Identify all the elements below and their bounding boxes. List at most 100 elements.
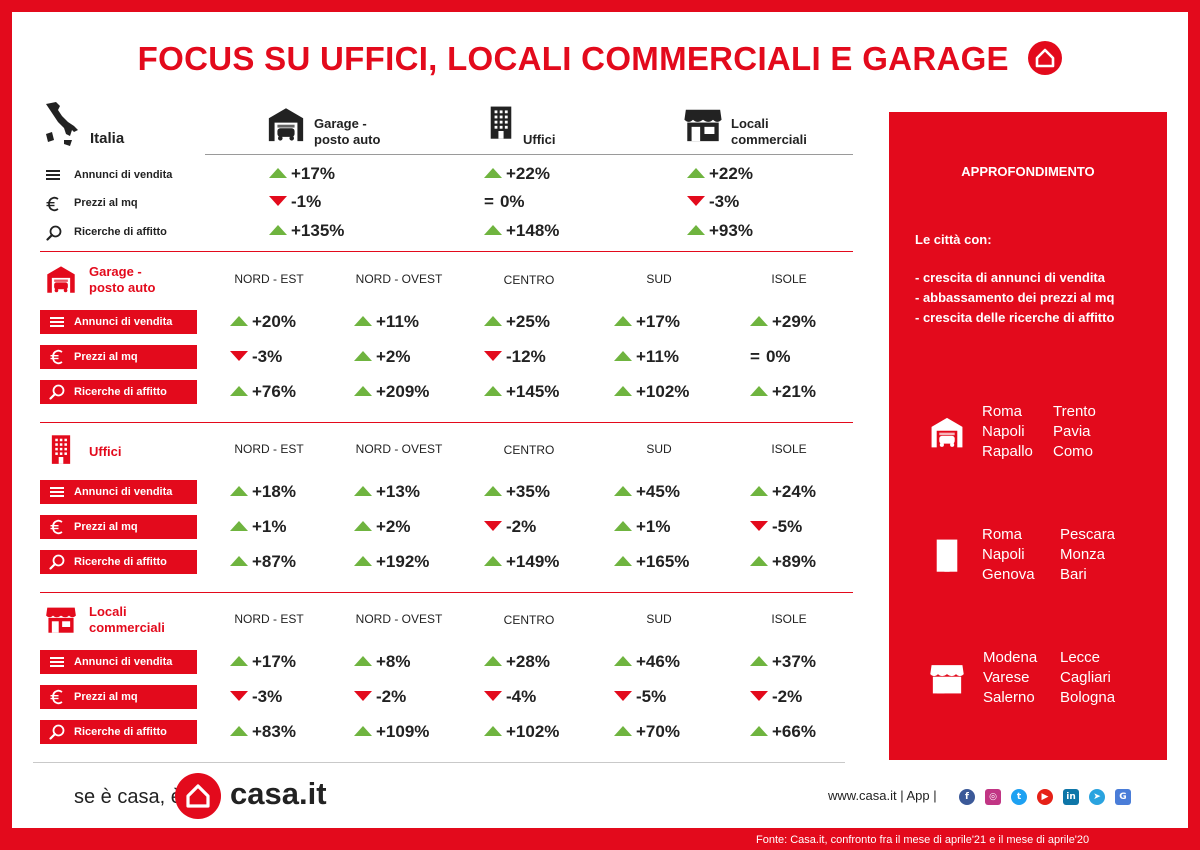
italia-value: -3% bbox=[687, 192, 739, 212]
italia-row-label: Ricerche di affitto bbox=[74, 226, 167, 238]
metric-pill: Ricerche di affitto bbox=[40, 380, 197, 404]
city-column: Roma Napoli Genova bbox=[982, 526, 1035, 583]
region-value: +28% bbox=[484, 652, 550, 672]
region-value: +35% bbox=[484, 482, 550, 502]
region-value: = 0% bbox=[750, 347, 791, 366]
metric-pill: Prezzi al mq bbox=[40, 515, 197, 539]
office-building-icon bbox=[45, 433, 77, 470]
region-value: +8% bbox=[354, 652, 411, 672]
region-value: +24% bbox=[750, 482, 816, 502]
region-header: CENTRO bbox=[503, 273, 555, 287]
facebook-icon[interactable]: f bbox=[959, 789, 975, 805]
page-title: FOCUS SU UFFICI, LOCALI COMMERCIALI E GA… bbox=[0, 40, 1200, 78]
region-value: +11% bbox=[614, 347, 679, 367]
section-title: Locali commerciali bbox=[89, 604, 165, 635]
region-value: +1% bbox=[230, 517, 287, 537]
region-header: NORD - OVEST bbox=[355, 612, 443, 626]
shop-icon bbox=[683, 104, 723, 149]
region-value: +102% bbox=[614, 382, 689, 402]
region-value: +46% bbox=[614, 652, 680, 672]
region-value: +145% bbox=[484, 382, 559, 402]
italia-value: +22% bbox=[484, 164, 550, 184]
region-value: +149% bbox=[484, 552, 559, 572]
shop-icon bbox=[929, 660, 965, 701]
region-value: +109% bbox=[354, 722, 429, 742]
section-title: Garage - posto auto bbox=[89, 264, 156, 295]
region-header: NORD - EST bbox=[234, 272, 304, 286]
italia-column-label: Locali commerciali bbox=[731, 116, 807, 147]
linkedin-icon[interactable]: in bbox=[1063, 789, 1079, 805]
region-header: ISOLE bbox=[771, 612, 807, 626]
panel-bullet: - crescita delle ricerche di affitto bbox=[915, 310, 1115, 325]
casa-logo-icon bbox=[175, 773, 221, 819]
telegram-icon[interactable]: ➤ bbox=[1089, 789, 1105, 805]
italia-value: +135% bbox=[269, 221, 344, 241]
search-icon bbox=[46, 225, 62, 246]
region-header: NORD - OVEST bbox=[355, 272, 443, 286]
region-value: +165% bbox=[614, 552, 689, 572]
italia-label: Italia bbox=[90, 130, 125, 147]
region-header: SUD bbox=[646, 612, 672, 626]
region-value: +2% bbox=[354, 347, 411, 367]
region-value: +192% bbox=[354, 552, 429, 572]
region-value: +18% bbox=[230, 482, 296, 502]
metric-pill: Prezzi al mq bbox=[40, 345, 197, 369]
euro-icon bbox=[48, 349, 66, 365]
office-building-icon bbox=[483, 104, 519, 145]
region-value: +29% bbox=[750, 312, 816, 332]
brand-tagline: se è casa, è bbox=[74, 786, 182, 808]
title-text: FOCUS SU UFFICI, LOCALI COMMERCIALI E GA… bbox=[137, 40, 1009, 77]
italia-row-label: Annunci di vendita bbox=[74, 169, 173, 181]
list-icon bbox=[48, 656, 66, 668]
list-icon bbox=[48, 316, 66, 328]
panel-bullets: - crescita di annunci di vendita - abbas… bbox=[915, 268, 1114, 328]
list-icon bbox=[48, 486, 66, 498]
region-value: +70% bbox=[614, 722, 680, 742]
metric-pill: Prezzi al mq bbox=[40, 685, 197, 709]
region-value: -2% bbox=[354, 687, 406, 707]
region-value: -3% bbox=[230, 347, 282, 367]
region-value: +89% bbox=[750, 552, 816, 572]
metric-label: Prezzi al mq bbox=[74, 691, 138, 703]
website-links[interactable]: www.casa.it | App | bbox=[828, 788, 937, 803]
region-header: CENTRO bbox=[503, 613, 555, 627]
twitter-icon[interactable]: t bbox=[1011, 789, 1027, 805]
region-value: -4% bbox=[484, 687, 536, 707]
italia-value: +17% bbox=[269, 164, 335, 184]
region-value: +45% bbox=[614, 482, 680, 502]
euro-icon bbox=[48, 689, 66, 705]
region-value: +17% bbox=[614, 312, 680, 332]
region-value: +13% bbox=[354, 482, 420, 502]
italia-value: +93% bbox=[687, 221, 753, 241]
metric-label: Ricerche di affitto bbox=[74, 386, 167, 398]
garage-icon bbox=[929, 414, 965, 455]
metric-pill: Annunci di vendita bbox=[40, 480, 197, 504]
instagram-icon[interactable]: ◎ bbox=[985, 789, 1001, 805]
metric-label: Annunci di vendita bbox=[74, 656, 173, 668]
region-value: +2% bbox=[354, 517, 411, 537]
region-header: ISOLE bbox=[771, 442, 807, 456]
metric-label: Annunci di vendita bbox=[74, 316, 173, 328]
region-value: +37% bbox=[750, 652, 816, 672]
italia-value: -1% bbox=[269, 192, 321, 212]
region-value: +76% bbox=[230, 382, 296, 402]
metric-label: Ricerche di affitto bbox=[74, 726, 167, 738]
garage-icon bbox=[266, 104, 306, 149]
region-header: NORD - EST bbox=[234, 442, 304, 456]
list-icon bbox=[46, 168, 60, 186]
region-value: -5% bbox=[750, 517, 802, 537]
italia-value: +22% bbox=[687, 164, 753, 184]
region-value: +17% bbox=[230, 652, 296, 672]
approfondimento-panel: APPROFONDIMENTO Le città con: - crescita… bbox=[889, 112, 1167, 760]
city-column: Trento Pavia Como bbox=[1053, 403, 1096, 460]
region-value: +83% bbox=[230, 722, 296, 742]
youtube-icon[interactable]: ▶ bbox=[1037, 789, 1053, 805]
metric-label: Prezzi al mq bbox=[74, 521, 138, 533]
region-value: -5% bbox=[614, 687, 666, 707]
city-column: Pescara Monza Bari bbox=[1060, 526, 1116, 583]
google-news-icon[interactable]: G bbox=[1115, 789, 1131, 805]
city-column: Roma Napoli Rapallo bbox=[982, 403, 1033, 460]
region-header: SUD bbox=[646, 272, 672, 286]
garage-icon bbox=[45, 263, 77, 300]
region-value: +25% bbox=[484, 312, 550, 332]
